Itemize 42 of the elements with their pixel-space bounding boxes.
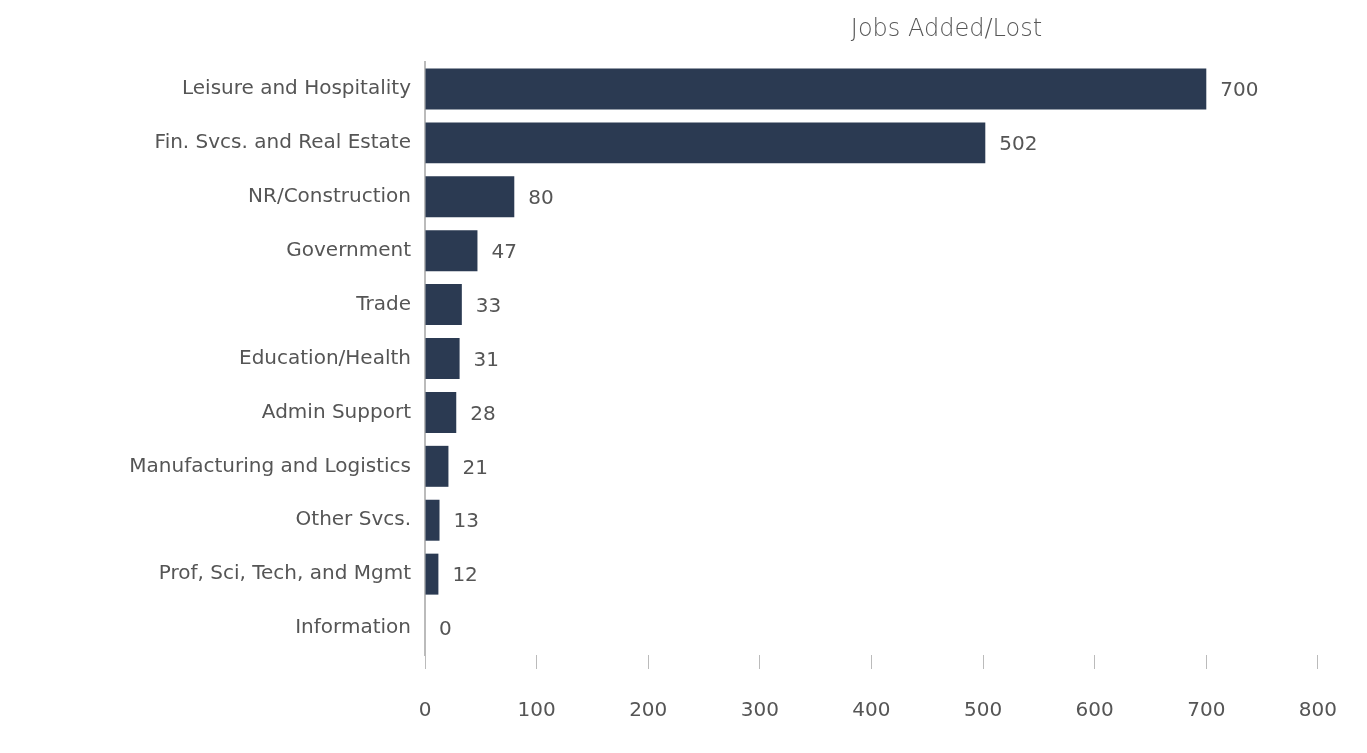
data-label: 80 bbox=[528, 184, 554, 209]
x-tick-label: 500 bbox=[963, 697, 1003, 722]
data-label: 47 bbox=[491, 238, 517, 263]
data-label: 13 bbox=[453, 508, 479, 533]
bar bbox=[425, 68, 1207, 110]
x-tick-label: 800 bbox=[1298, 697, 1338, 722]
y-tick-label: Government bbox=[286, 236, 412, 261]
y-tick-label: Leisure and Hospitality bbox=[181, 75, 412, 100]
bar bbox=[425, 445, 449, 487]
y-tick-label: Education/Health bbox=[239, 344, 411, 369]
y-tick-label: Trade bbox=[355, 290, 411, 315]
bar bbox=[425, 230, 478, 272]
y-tick-label: Admin Support bbox=[261, 398, 412, 423]
bar bbox=[425, 499, 440, 541]
data-label: 33 bbox=[475, 292, 502, 317]
data-label: 21 bbox=[462, 454, 488, 479]
x-tick-label: 600 bbox=[1075, 697, 1114, 722]
y-tick-label: NR/Construction bbox=[248, 182, 411, 207]
bar bbox=[425, 553, 439, 595]
y-tick-label: Prof, Sci, Tech, and Mgmt bbox=[158, 560, 412, 585]
data-label: 31 bbox=[473, 346, 500, 371]
y-tick-label: Fin. Svcs. and Real Estate bbox=[154, 129, 411, 154]
y-tick-label: Manufacturing and Logistics bbox=[129, 452, 411, 477]
data-label: 0 bbox=[439, 616, 452, 641]
data-label: 28 bbox=[470, 400, 496, 425]
y-tick-label: Other Svcs. bbox=[295, 506, 411, 531]
x-tick-label: 0 bbox=[418, 697, 432, 722]
x-tick-label: 100 bbox=[517, 697, 556, 722]
data-label: 12 bbox=[452, 562, 478, 587]
data-label: 502 bbox=[999, 131, 1038, 156]
x-tick-label: 400 bbox=[852, 697, 891, 722]
x-tick-label: 700 bbox=[1187, 697, 1226, 722]
x-tick-label: 200 bbox=[629, 697, 668, 722]
bar bbox=[425, 284, 462, 326]
y-tick-label: Information bbox=[295, 614, 411, 639]
data-label: 700 bbox=[1220, 77, 1259, 102]
bar bbox=[425, 122, 986, 164]
bar bbox=[425, 338, 460, 379]
chart-title: Jobs Added/Lost bbox=[850, 14, 1043, 43]
x-tick-label: 300 bbox=[740, 697, 779, 722]
bar bbox=[425, 176, 515, 218]
bar bbox=[425, 391, 457, 433]
